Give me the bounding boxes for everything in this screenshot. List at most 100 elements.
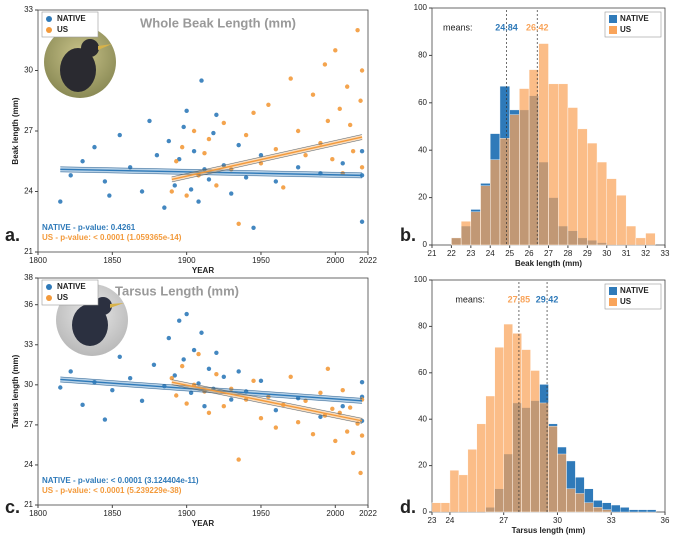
x-tick-label: 28 <box>563 249 572 258</box>
legend-marker <box>46 284 52 290</box>
data-point <box>174 159 179 164</box>
y-tick-label: 36 <box>24 300 33 309</box>
x-tick-label: 2022 <box>359 509 377 518</box>
data-point <box>347 405 353 410</box>
histogram-bar <box>499 138 510 246</box>
histogram-bar <box>616 195 627 246</box>
histogram-bar <box>538 43 549 246</box>
y-tick-label: 21 <box>24 247 33 256</box>
data-point <box>199 330 204 335</box>
data-point <box>258 153 264 158</box>
p-value-annotation: US - p-value: < 0.0001 (5.239229e-38) <box>42 486 182 495</box>
histogram-bar <box>509 114 520 246</box>
x-tick-label: 25 <box>505 249 514 258</box>
x-tick-label: 33 <box>661 249 670 258</box>
x-tick-label: 2000 <box>326 509 344 518</box>
histogram-bar <box>628 509 639 513</box>
legend-marker <box>609 287 617 295</box>
x-tick-label: 33 <box>607 516 616 525</box>
x-tick-label: 1800 <box>29 256 47 265</box>
data-point <box>273 407 279 413</box>
panel-label: d. <box>400 497 416 517</box>
y-tick-label: 38 <box>24 273 33 282</box>
data-point <box>191 347 197 353</box>
data-point <box>214 371 219 377</box>
data-point <box>359 219 365 224</box>
data-point <box>127 375 133 381</box>
data-point <box>310 432 316 437</box>
data-point <box>184 401 189 406</box>
y-tick-label: 33 <box>24 340 33 349</box>
x-tick-label: 30 <box>602 249 611 258</box>
data-point <box>355 27 360 33</box>
data-point <box>350 450 356 456</box>
data-point <box>177 318 182 323</box>
y-axis-label: Beak length (mm) <box>11 97 20 164</box>
histogram-bar <box>637 509 648 513</box>
histogram-bar <box>458 474 469 513</box>
x-tick-label: 21 <box>428 249 437 258</box>
mean-value: 26.42 <box>526 22 549 32</box>
y-tick-label: 40 <box>418 414 427 423</box>
data-point <box>359 148 365 154</box>
data-point <box>273 179 279 184</box>
histogram-bar <box>494 347 504 513</box>
data-point <box>347 122 353 128</box>
data-point <box>191 128 197 134</box>
data-point <box>325 366 331 371</box>
data-point <box>295 165 301 170</box>
data-point <box>172 373 177 378</box>
mean-value: 29.42 <box>536 294 559 304</box>
legend-marker <box>46 295 52 301</box>
x-tick-label: 2022 <box>359 256 377 265</box>
x-tick-label: 27 <box>499 516 508 525</box>
x-tick-label: 23 <box>428 516 437 525</box>
data-point <box>179 144 185 150</box>
histogram-bar <box>587 142 598 246</box>
histogram-bar <box>619 507 630 513</box>
means-label: means: <box>455 294 485 304</box>
x-tick-label: 1850 <box>103 509 121 518</box>
data-point <box>214 183 219 188</box>
data-point <box>58 385 63 390</box>
data-point <box>281 185 286 190</box>
data-point <box>310 92 316 97</box>
x-axis-label: YEAR <box>192 519 214 528</box>
x-tick-label: 1900 <box>178 256 196 265</box>
x-tick-label: 31 <box>622 249 631 258</box>
data-point <box>206 177 212 182</box>
x-axis-label: Tarsus length (mm) <box>512 526 586 535</box>
data-point <box>184 311 189 317</box>
data-point <box>191 148 197 154</box>
y-tick-label: 27 <box>24 126 33 135</box>
histogram-bar <box>440 502 451 513</box>
x-tick-label: 1800 <box>29 509 47 518</box>
data-point <box>181 357 186 362</box>
data-point <box>359 433 365 438</box>
trend-line <box>60 168 363 177</box>
data-point <box>243 175 249 180</box>
data-point <box>322 62 328 67</box>
x-tick-label: 29 <box>583 249 592 258</box>
data-point <box>147 118 152 124</box>
data-point <box>68 369 73 374</box>
data-point <box>358 470 363 476</box>
x-tick-label: 1950 <box>252 256 270 265</box>
histogram-bar <box>645 232 656 246</box>
histogram-bar <box>557 453 567 513</box>
chart-title: Whole Beak Length (mm) <box>140 15 296 30</box>
legend-label: US <box>57 25 69 34</box>
histogram-bar <box>476 423 486 513</box>
data-point <box>295 420 301 425</box>
data-point <box>273 146 279 152</box>
histogram-bar <box>519 88 530 246</box>
trend-edge <box>60 166 363 174</box>
legend-label: US <box>57 293 69 302</box>
data-point <box>344 84 350 89</box>
data-point <box>258 416 264 421</box>
legend-marker <box>46 16 52 22</box>
data-point <box>337 106 342 112</box>
legend-label: NATIVE <box>57 282 86 291</box>
y-tick-label: 0 <box>423 240 428 249</box>
data-point <box>107 193 112 198</box>
